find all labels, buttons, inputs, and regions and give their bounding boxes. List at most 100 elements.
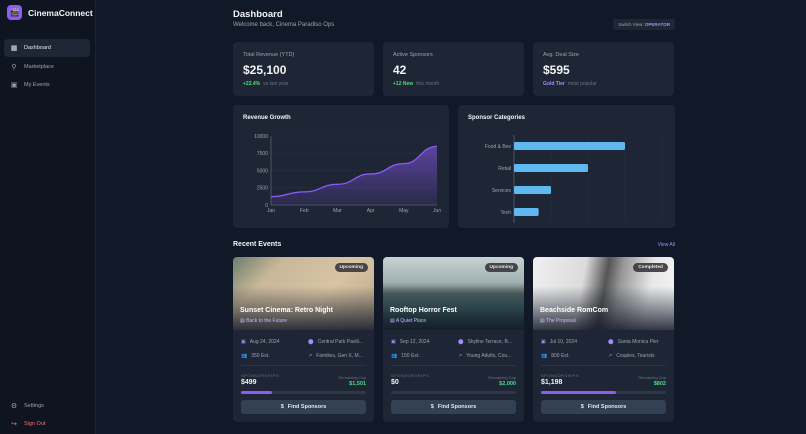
stat-value: 42 bbox=[393, 63, 407, 77]
film-title: The Proposal bbox=[546, 318, 576, 324]
trend-icon: ↗ bbox=[608, 353, 613, 359]
film-title: Back to the Future bbox=[246, 318, 287, 324]
switch-view-button[interactable]: Switch View: OPERATOR bbox=[613, 19, 675, 30]
gear-icon: ⚙ bbox=[10, 403, 18, 410]
y-tick-label: 7500 bbox=[257, 151, 268, 157]
stat-note: vs last year bbox=[263, 81, 289, 87]
stat-label: Avg. Deal Size bbox=[543, 52, 579, 58]
users-icon: 👥 bbox=[391, 353, 398, 359]
stat-note: this month bbox=[416, 81, 440, 87]
y-tick-label: 2500 bbox=[257, 186, 268, 192]
stat-delta: +12 New bbox=[393, 81, 414, 87]
film-icon: ▤ bbox=[240, 318, 247, 324]
stat-value: $25,100 bbox=[243, 63, 287, 77]
event-date-text: Aug 24, 2024 bbox=[249, 339, 280, 345]
event-film: ▤ A Quiet Place bbox=[390, 318, 426, 324]
event-attendance-text: 150 Est. bbox=[401, 353, 420, 359]
event-location: ⬤ Santa Monica Pier bbox=[608, 339, 670, 345]
view-all-link[interactable]: View All bbox=[657, 242, 675, 248]
switch-view-label: Switch View: bbox=[618, 22, 644, 27]
event-film: ▤ Back to the Future bbox=[240, 318, 287, 324]
x-tick-label: Feb bbox=[300, 208, 309, 214]
category-bar bbox=[514, 164, 588, 172]
remaining-cap-value: $802 bbox=[653, 381, 666, 387]
status-badge: Upcoming bbox=[484, 263, 518, 272]
event-location-text: Santa Monica Pier bbox=[617, 339, 659, 345]
categories-chart-svg: Food & Bev Retail Services Tech bbox=[485, 135, 663, 223]
remaining-cap-value: $2,000 bbox=[499, 381, 516, 387]
sponsorship-progress bbox=[241, 391, 366, 394]
event-attendance: 👥 800 Est. bbox=[541, 353, 603, 359]
event-location-text: Central Park Pavili... bbox=[317, 339, 363, 345]
switch-view-value: OPERATOR bbox=[644, 22, 670, 27]
event-attendance-text: 350 Est. bbox=[251, 353, 270, 359]
find-sponsors-button[interactable]: $ Find Sponsors bbox=[241, 400, 366, 414]
clapperboard-icon: 🎬 bbox=[7, 5, 22, 20]
sponsorships-label: SPONSORSHIPS bbox=[241, 373, 280, 378]
event-date: ▣ Jul 10, 2024 bbox=[541, 339, 603, 345]
event-card[interactable]: Completed Beachside RomCom ▤ The Proposa… bbox=[533, 257, 674, 422]
event-name: Sunset Cinema: Retro Night bbox=[240, 307, 333, 314]
sidebar-item-label: Sign Out bbox=[24, 421, 46, 427]
event-date: ▣ Aug 24, 2024 bbox=[241, 339, 303, 345]
event-date-text: Sep 12, 2024 bbox=[399, 339, 430, 345]
sign-out-button[interactable]: ↪ Sign Out bbox=[4, 415, 90, 433]
event-card[interactable]: Upcoming Rooftop Horror Fest ▤ A Quiet P… bbox=[383, 257, 524, 422]
y-tick-label: 10000 bbox=[254, 134, 268, 140]
search-icon: ⚲ bbox=[11, 64, 17, 71]
category-bar bbox=[514, 208, 539, 216]
sponsorship-progress bbox=[541, 391, 666, 394]
event-attendance-text: 800 Est. bbox=[551, 353, 570, 359]
sidebar-item-my-events[interactable]: ▣ My Events bbox=[4, 76, 90, 94]
trend-icon: ↗ bbox=[458, 353, 463, 359]
sidebar-item-label: Settings bbox=[24, 403, 44, 409]
sponsorships-value: $0 bbox=[391, 379, 399, 386]
event-name: Rooftop Horror Fest bbox=[390, 307, 457, 314]
dollar-icon: $ bbox=[580, 404, 584, 410]
sidebar-item-label: My Events bbox=[24, 82, 50, 88]
button-label: Find Sponsors bbox=[437, 404, 477, 410]
dollar-icon: $ bbox=[430, 404, 434, 410]
film-icon: ▤ bbox=[390, 318, 396, 324]
revenue-line bbox=[270, 145, 438, 198]
status-badge: Completed bbox=[633, 263, 668, 272]
sponsorships-value: $499 bbox=[241, 379, 257, 386]
sidebar-item-marketplace[interactable]: ⚲ Marketplace bbox=[4, 58, 90, 76]
divider bbox=[391, 365, 516, 366]
x-tick-label: Jun bbox=[433, 208, 441, 214]
event-film: ▤ The Proposal bbox=[540, 318, 576, 324]
category-label: Retail bbox=[498, 166, 511, 172]
event-audience-text: Families, Gen X, M... bbox=[316, 353, 363, 359]
stat-card-sponsors: Active Sponsors 42 +12 New this month bbox=[383, 42, 524, 96]
event-image: Upcoming Sunset Cinema: Retro Night ▤ Ba… bbox=[233, 257, 374, 330]
divider bbox=[541, 365, 666, 366]
event-audience-text: Couples, Tourists bbox=[616, 353, 655, 359]
page-subtitle: Welcome back, Cinema Paradiso Ops bbox=[233, 22, 335, 28]
sidebar-item-settings[interactable]: ⚙ Settings bbox=[4, 397, 90, 415]
trend-icon: ↗ bbox=[308, 353, 313, 359]
category-bar bbox=[514, 186, 551, 194]
category-label: Tech bbox=[500, 210, 511, 216]
event-image: Completed Beachside RomCom ▤ The Proposa… bbox=[533, 257, 674, 330]
x-tick-label: May bbox=[399, 208, 409, 214]
event-date: ▣ Sep 12, 2024 bbox=[391, 339, 453, 345]
stat-delta: +22.4% bbox=[243, 81, 261, 87]
sidebar-item-label: Dashboard bbox=[24, 45, 51, 51]
event-audience: ↗ Young Adults, Cou... bbox=[458, 353, 520, 359]
x-tick-label: Mar bbox=[333, 208, 342, 214]
find-sponsors-button[interactable]: $ Find Sponsors bbox=[541, 400, 666, 414]
stat-value: $595 bbox=[543, 63, 570, 77]
event-audience: ↗ Couples, Tourists bbox=[608, 353, 670, 359]
remaining-cap-label: Remaining Cap bbox=[338, 375, 366, 380]
stat-label: Total Revenue (YTD) bbox=[243, 52, 295, 58]
find-sponsors-button[interactable]: $ Find Sponsors bbox=[391, 400, 516, 414]
app-logo[interactable]: 🎬 CinemaConnect bbox=[7, 5, 93, 20]
sidebar-item-dashboard[interactable]: ▦ Dashboard bbox=[4, 39, 90, 57]
dollar-icon: $ bbox=[280, 404, 284, 410]
sponsorships-label: SPONSORSHIPS bbox=[391, 373, 430, 378]
calendar-icon: ▣ bbox=[10, 82, 18, 89]
users-icon: 👥 bbox=[241, 353, 248, 359]
sponsorship-progress bbox=[391, 391, 516, 394]
event-card[interactable]: Upcoming Sunset Cinema: Retro Night ▤ Ba… bbox=[233, 257, 374, 422]
page-title: Dashboard bbox=[233, 9, 283, 20]
